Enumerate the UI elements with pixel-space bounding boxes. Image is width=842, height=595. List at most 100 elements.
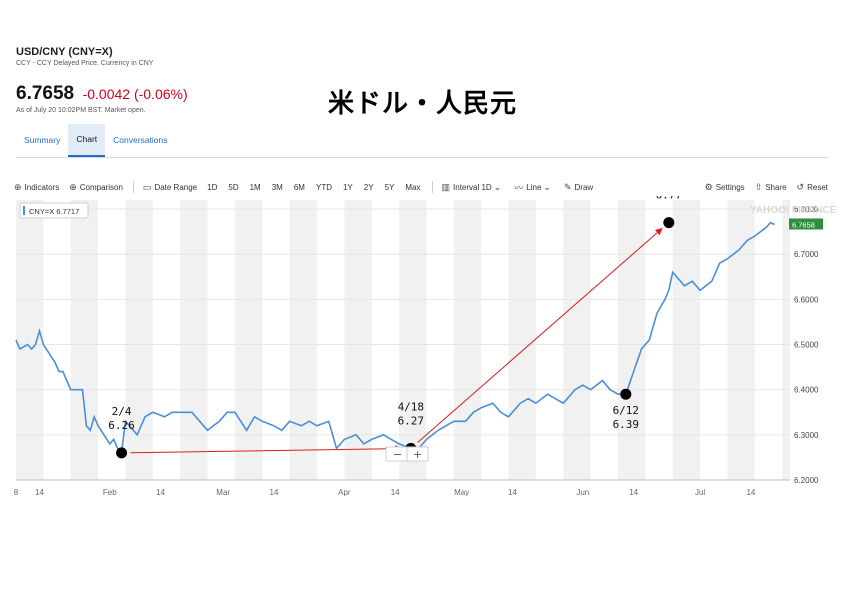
- annotation-date: 2/4: [112, 405, 132, 418]
- range-6m[interactable]: 6M: [293, 182, 305, 192]
- annotation-value: 6.39: [613, 418, 640, 431]
- annotation-point: [620, 388, 632, 400]
- annotation-date: 6/12: [613, 404, 640, 417]
- legend-box: CNY=X 6.7717: [19, 202, 89, 219]
- x-tick-label: 14: [629, 488, 638, 496]
- week-band: [70, 200, 99, 480]
- range-1m[interactable]: 1M: [249, 182, 261, 192]
- comparison-button[interactable]: ⊕ Comparison: [69, 182, 123, 193]
- comparison-label: Comparison: [79, 182, 123, 192]
- calendar-icon: ▭: [142, 181, 152, 192]
- date-range-label: Date Range: [154, 182, 198, 192]
- x-tick-label: 14: [746, 488, 755, 496]
- gear-icon: ⚙: [704, 181, 713, 192]
- quote-subtitle: CCY - CCY Delayed Price. Currency in CNY: [16, 60, 154, 67]
- y-tick-label: 6.6000: [794, 295, 819, 304]
- trend-arrow: [130, 445, 403, 454]
- range-5d[interactable]: 5D: [228, 182, 239, 192]
- date-range-button[interactable]: ▭ Date Range: [143, 182, 197, 193]
- zoom-out-button[interactable]: −: [393, 448, 402, 461]
- reset-icon: ↺: [796, 181, 805, 192]
- indicators-button[interactable]: ⊕ Indicators: [14, 182, 59, 193]
- annotation-arrows: [130, 228, 663, 454]
- toolbar-divider: [431, 181, 433, 193]
- week-band: [672, 200, 701, 480]
- tab-summary[interactable]: Summary: [24, 135, 61, 145]
- x-tick-label: 14: [35, 488, 44, 496]
- yahoo-watermark: YAHOO! FINANCE: [750, 205, 837, 216]
- interval-dropdown[interactable]: ▥ Interval 1D ⌄: [442, 182, 505, 193]
- x-tick-label: 14: [508, 488, 517, 496]
- x-tick-label: May: [454, 488, 469, 496]
- y-tick-label: 6.7000: [794, 250, 819, 259]
- x-tick-label: 14: [270, 488, 279, 496]
- range-3m[interactable]: 3M: [271, 182, 283, 192]
- interval-icon: ▥: [441, 181, 451, 192]
- week-band: [727, 200, 755, 480]
- annotation-point: [116, 447, 128, 459]
- y-tick-label: 6.2000: [794, 476, 819, 485]
- zoom-in-button[interactable]: +: [413, 448, 422, 461]
- x-tick-label: 14: [391, 488, 400, 496]
- line-label: Line: [526, 182, 542, 192]
- week-band: [234, 200, 263, 480]
- x-tick-label: Mar: [216, 488, 230, 496]
- y-tick-label: 6.4000: [794, 386, 819, 395]
- plus-circle-icon: ⊕: [14, 181, 22, 192]
- tab-conversations[interactable]: Conversations: [113, 135, 168, 145]
- chart-toolbar: ⊕ Indicators ⊕ Comparison ▭ Date Range 1…: [14, 180, 832, 194]
- y-tick-label: 6.8000: [794, 205, 819, 214]
- last-price-tag: 6.7658: [789, 218, 823, 230]
- range-5y[interactable]: 5Y: [384, 182, 395, 192]
- week-band: [563, 200, 591, 480]
- x-tick-label: Jul: [695, 488, 705, 496]
- week-band: [508, 200, 536, 480]
- range-1y[interactable]: 1Y: [342, 182, 353, 192]
- x-tick-label: Apr: [338, 488, 351, 496]
- y-axis: 6.2000 6.3000 6.4000 6.5000 6.6000 6.7000 6.80…: [16, 205, 819, 485]
- x-tick-label: 14: [156, 488, 165, 496]
- draw-label: Draw: [574, 182, 594, 192]
- price-row: 6.7658 -0.0042 (-0.06%): [16, 83, 188, 105]
- as-of-timestamp: As of July 20 10:02PM BST. Market open.: [16, 107, 146, 114]
- chevron-down-icon: ⌄: [493, 181, 502, 192]
- range-1d[interactable]: 1D: [207, 182, 218, 192]
- interval-label: Interval: [453, 182, 480, 192]
- range-max[interactable]: Max: [405, 182, 421, 192]
- annotation-point: [663, 217, 675, 229]
- tab-bar: Summary Chart Conversations: [16, 124, 176, 157]
- x-tick-label: 8: [14, 488, 19, 496]
- share-button[interactable]: ⇧ Share: [755, 182, 787, 193]
- week-band: [618, 200, 646, 480]
- week-band: [180, 200, 208, 480]
- price-chart[interactable]: 6.2000 6.3000 6.4000 6.5000 6.6000 6.7000 6.80…: [0, 196, 842, 496]
- x-axis: 8 14 Feb 14 Mar 14 Apr 14 May 14 Jun 14 Jul 14: [14, 488, 756, 496]
- tab-chart[interactable]: Chart: [68, 124, 106, 157]
- y-tick-label: 6.5000: [794, 341, 819, 350]
- reset-label: Reset: [807, 182, 828, 192]
- price-change: -0.0042 (-0.06%): [82, 86, 188, 102]
- x-tick-label: Feb: [103, 488, 117, 496]
- week-band: [782, 200, 790, 480]
- week-band: [289, 200, 317, 480]
- line-type-dropdown[interactable]: 〰 Line ⌄: [514, 181, 554, 194]
- draw-button[interactable]: ✎ Draw: [564, 182, 593, 193]
- annotation-date: 4/18: [398, 400, 425, 413]
- settings-label: Settings: [715, 182, 745, 192]
- annotation-value: 6.27: [398, 414, 425, 427]
- plus-circle-icon: ⊕: [69, 181, 77, 192]
- legend-label: CNY=X 6.7717: [29, 207, 79, 216]
- week-band: [344, 200, 372, 480]
- last-price-label: 6.7658: [792, 220, 815, 229]
- range-ytd[interactable]: YTD: [315, 182, 332, 192]
- ticker-title: USD/CNY (CNY=X): [16, 46, 113, 58]
- reset-button[interactable]: ↺ Reset: [797, 182, 828, 193]
- annotation-value: 6.77: [656, 196, 683, 202]
- tab-divider: [16, 157, 828, 158]
- settings-button[interactable]: ⚙ Settings: [705, 182, 745, 193]
- range-2y[interactable]: 2Y: [363, 182, 374, 192]
- headline-caption: 米ドル・人民元: [328, 89, 518, 119]
- week-band: [453, 200, 482, 480]
- chevron-down-icon: ⌄: [543, 181, 551, 192]
- current-price: 6.7658: [16, 83, 75, 104]
